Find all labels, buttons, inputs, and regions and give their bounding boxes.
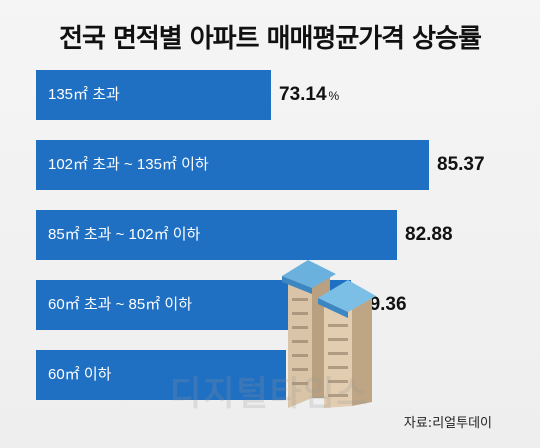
bar-category-label: 60㎡ 이하 xyxy=(48,366,112,383)
bar-category-label: 60㎡ 초과 ~ 85㎡ 이하 xyxy=(48,296,192,313)
bar-value-label: 85.37 xyxy=(437,140,485,190)
bar-category-label: 85㎡ 초과 ~ 102㎡ 이하 xyxy=(48,226,201,243)
apartment-building-illustration xyxy=(282,260,376,408)
bar-2: 102㎡ 초과 ~ 135㎡ 이하 xyxy=(36,140,429,190)
bar-value-number: 82.88 xyxy=(405,224,453,245)
watermark: 디지털타임스 xyxy=(170,374,370,414)
bar-value-label: 73.14% xyxy=(279,70,339,121)
bar-category-label: 135㎡ 초과 xyxy=(48,86,120,103)
bar-value-number: 73.14 xyxy=(279,84,327,105)
bar-1: 135㎡ 초과 xyxy=(36,70,271,120)
source-note: 자료:리얼투데이 xyxy=(403,416,492,431)
bar-category-label: 102㎡ 초과 ~ 135㎡ 이하 xyxy=(48,156,209,173)
chart-title: 전국 면적별 아파트 매매평균가격 상승률 xyxy=(59,24,482,54)
bar-5: 60㎡ 이하 xyxy=(36,350,286,400)
unit-label: % xyxy=(328,89,340,103)
bar-3: 85㎡ 초과 ~ 102㎡ 이하 xyxy=(36,210,397,260)
bar-value-label: 82.88 xyxy=(405,210,453,260)
bar-value-number: 85.37 xyxy=(437,154,485,175)
